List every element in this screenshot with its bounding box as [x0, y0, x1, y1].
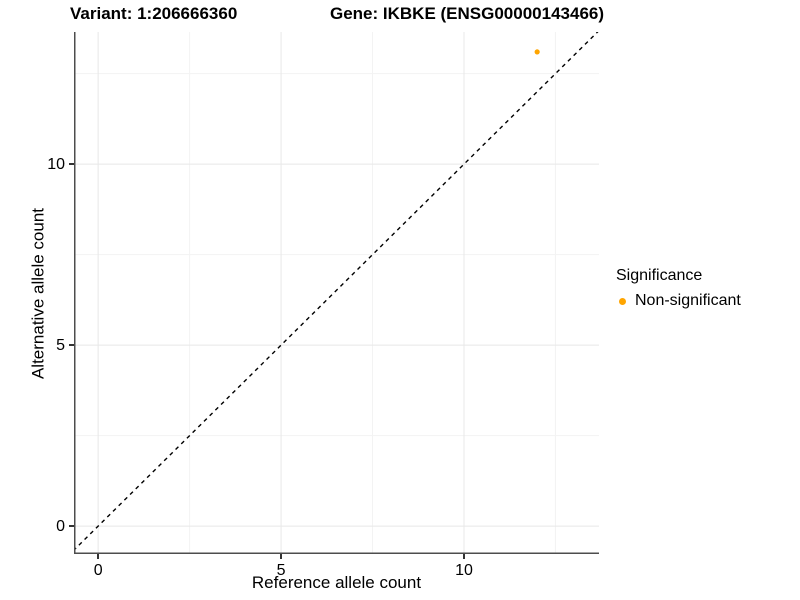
x-tick-label: 10 — [455, 562, 473, 579]
y-tick-mark — [69, 525, 74, 527]
x-axis-title: Reference allele count — [251, 573, 422, 592]
x-tick-label: 0 — [93, 562, 103, 579]
plot-panel — [74, 32, 599, 554]
variant-title: Variant: 1:206666360 — [70, 4, 238, 23]
identity-line — [74, 32, 599, 552]
y-tick-mark — [69, 163, 74, 165]
x-tick-mark — [463, 554, 465, 559]
legend-title: Significance — [616, 267, 703, 284]
y-tick-label: 0 — [56, 517, 65, 535]
legend-item-label: Non-significant — [635, 292, 741, 309]
non-significant-dot-icon — [619, 297, 626, 305]
legend: Significance Non-significant — [616, 266, 741, 311]
x-tick-mark — [97, 554, 99, 559]
x-tick-label: 5 — [276, 562, 286, 579]
y-tick-label: 5 — [56, 336, 65, 354]
y-axis-title: Alternative allele count — [28, 207, 48, 380]
y-tick-label: 10 — [47, 155, 65, 173]
x-tick-mark — [280, 554, 282, 559]
y-tick-mark — [69, 344, 74, 346]
gene-title: Gene: IKBKE (ENSG00000143466) — [330, 4, 605, 23]
legend-item-non-significant: Non-significant — [616, 291, 741, 311]
data-point — [534, 49, 540, 55]
plot-panel-svg — [74, 32, 599, 554]
